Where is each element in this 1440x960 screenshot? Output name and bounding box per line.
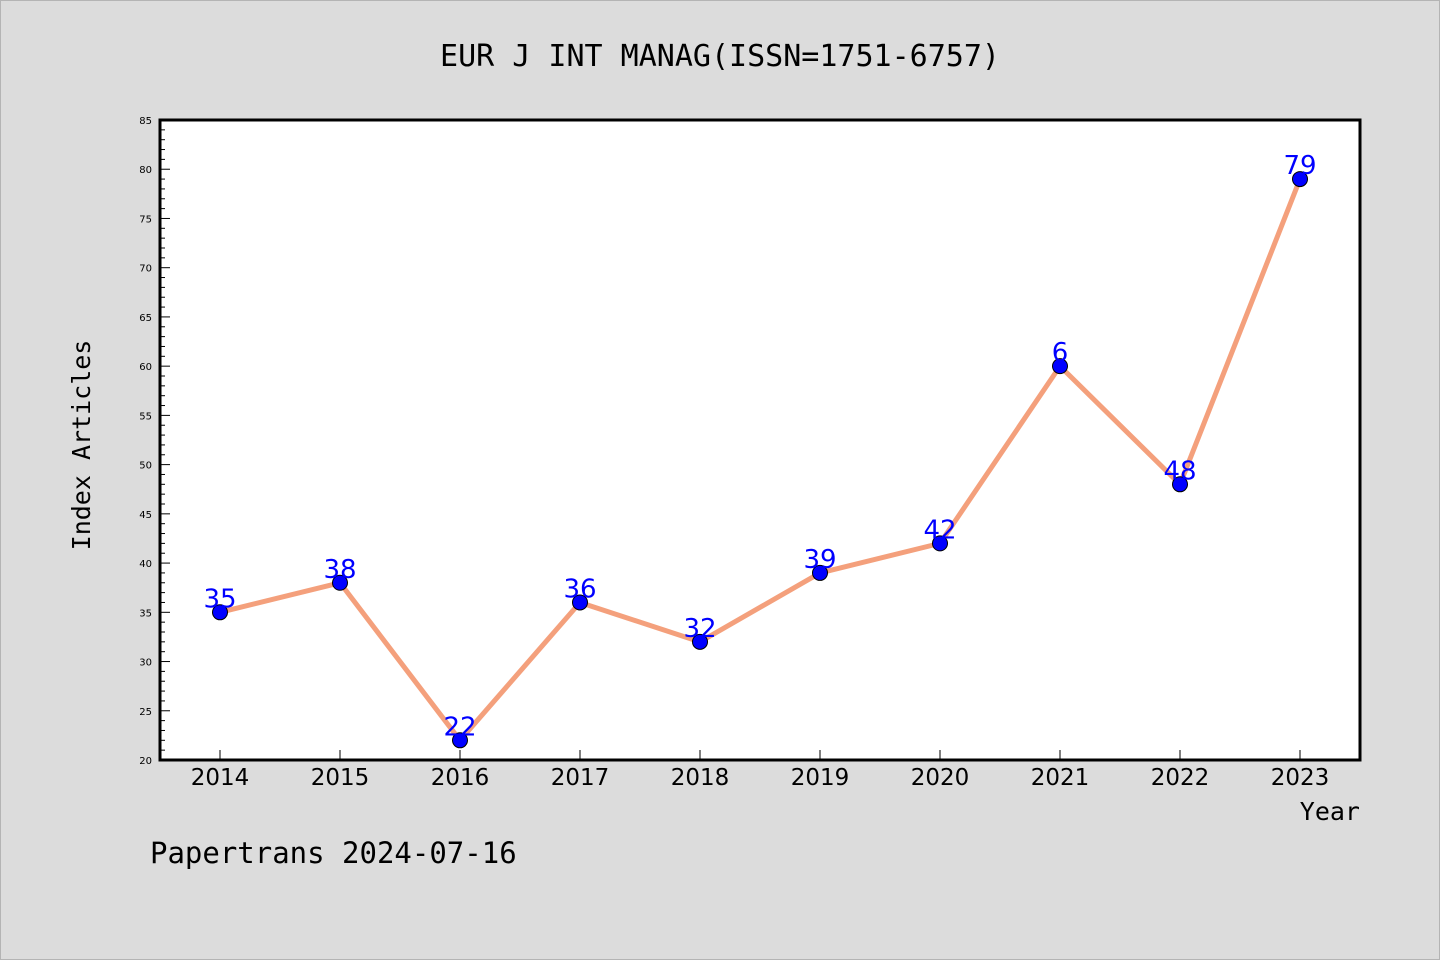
data-label: 38	[323, 555, 356, 585]
data-label: 48	[1163, 456, 1196, 486]
data-point	[932, 535, 948, 552]
data-label: 79	[1283, 151, 1316, 181]
data-point	[812, 564, 828, 581]
footer-note: Papertrans 2024-07-16	[150, 836, 517, 870]
x-tick-label: 2019	[791, 765, 850, 791]
x-tick-label: 2020	[911, 765, 970, 791]
x-axis-label: Year	[1300, 797, 1360, 826]
data-point	[1052, 358, 1068, 375]
data-label: 22	[443, 712, 476, 742]
x-tick-label: 2017	[551, 765, 610, 791]
y-tick-label: 40	[139, 559, 152, 570]
series: 35 38 22 36 32 39 42 6 48 79	[203, 151, 1317, 749]
y-tick-label: 20	[139, 756, 152, 767]
y-tick-label: 35	[139, 608, 152, 619]
x-tick-label: 2023	[1271, 765, 1330, 791]
x-tick-label: 2018	[671, 765, 730, 791]
x-tick-label: 2021	[1031, 765, 1090, 791]
y-tick-label: 70	[139, 264, 152, 275]
data-point	[332, 574, 348, 591]
data-point	[212, 604, 228, 621]
y-tick-label: 60	[139, 362, 152, 373]
y-axis-label: Index Articles	[67, 340, 96, 551]
data-label: 6	[1052, 338, 1069, 368]
data-point	[692, 633, 708, 650]
data-label: 39	[803, 545, 836, 575]
y-tick-label: 45	[139, 510, 152, 521]
x-tick-label: 2015	[311, 765, 370, 791]
data-point	[1172, 476, 1188, 493]
data-point	[452, 732, 468, 749]
data-point	[572, 594, 588, 611]
data-label: 32	[683, 614, 716, 644]
plot-area	[160, 120, 1360, 760]
data-label: 35	[203, 584, 236, 614]
y-tick-label: 65	[139, 313, 152, 324]
y-tick-label: 30	[139, 658, 152, 669]
data-point	[1292, 171, 1308, 188]
y-tick-label: 85	[139, 116, 152, 127]
x-axis: 2014 2015 2016 2017 2018 2019 2020 2021 2022 2023	[191, 750, 1330, 791]
x-tick-label: 2014	[191, 765, 250, 791]
x-tick-label: 2022	[1151, 765, 1210, 791]
y-tick-label: 75	[139, 214, 152, 225]
x-tick-label: 2016	[431, 765, 490, 791]
y-tick-label: 50	[139, 461, 152, 472]
chart-title: EUR J INT MANAG(ISSN=1751-6757)	[440, 39, 1000, 74]
series-line	[219, 178, 1303, 743]
plot-border	[158, 118, 1362, 762]
y-tick-label: 25	[139, 707, 152, 718]
y-tick-label: 80	[139, 165, 152, 176]
y-tick-label: 55	[139, 411, 152, 422]
data-label: 42	[923, 515, 956, 545]
data-label: 36	[563, 574, 596, 604]
